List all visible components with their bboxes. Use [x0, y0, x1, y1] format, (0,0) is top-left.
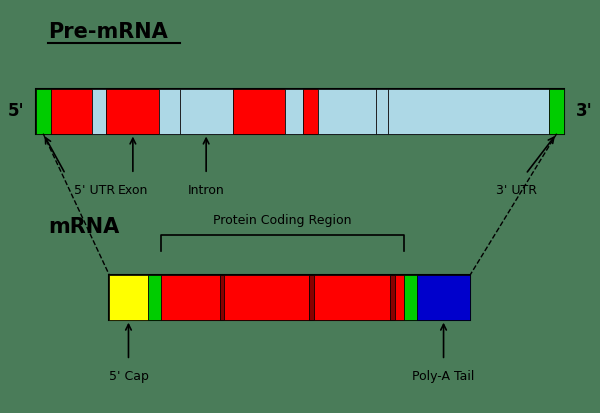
Text: Poly-A Tail: Poly-A Tail: [412, 370, 475, 383]
Bar: [549, 89, 564, 134]
Bar: [220, 275, 224, 320]
Bar: [109, 275, 470, 320]
Text: Exon: Exon: [118, 184, 148, 197]
Bar: [310, 275, 314, 320]
Text: 3': 3': [575, 102, 592, 121]
Text: 5' UTR: 5' UTR: [74, 184, 115, 197]
Bar: [285, 89, 303, 134]
Bar: [224, 275, 310, 320]
Bar: [376, 89, 388, 134]
Bar: [417, 275, 470, 320]
Bar: [390, 275, 395, 320]
Bar: [303, 89, 317, 134]
Bar: [159, 89, 180, 134]
Text: 5' Cap: 5' Cap: [109, 370, 148, 383]
Bar: [388, 89, 549, 134]
Bar: [106, 89, 159, 134]
Bar: [233, 89, 285, 134]
Text: Pre-mRNA: Pre-mRNA: [48, 22, 167, 43]
Bar: [317, 89, 376, 134]
Bar: [161, 275, 220, 320]
Bar: [92, 89, 106, 134]
Bar: [36, 89, 564, 134]
Text: 5': 5': [8, 102, 25, 121]
Text: Intron: Intron: [188, 184, 224, 197]
Bar: [148, 275, 161, 320]
Text: 3' UTR: 3' UTR: [496, 184, 538, 197]
Bar: [36, 89, 51, 134]
Bar: [180, 89, 233, 134]
Bar: [51, 89, 92, 134]
Bar: [404, 275, 417, 320]
Bar: [314, 275, 390, 320]
Text: Protein Coding Region: Protein Coding Region: [213, 214, 352, 227]
Bar: [109, 275, 148, 320]
Text: mRNA: mRNA: [48, 217, 119, 237]
Bar: [395, 275, 404, 320]
